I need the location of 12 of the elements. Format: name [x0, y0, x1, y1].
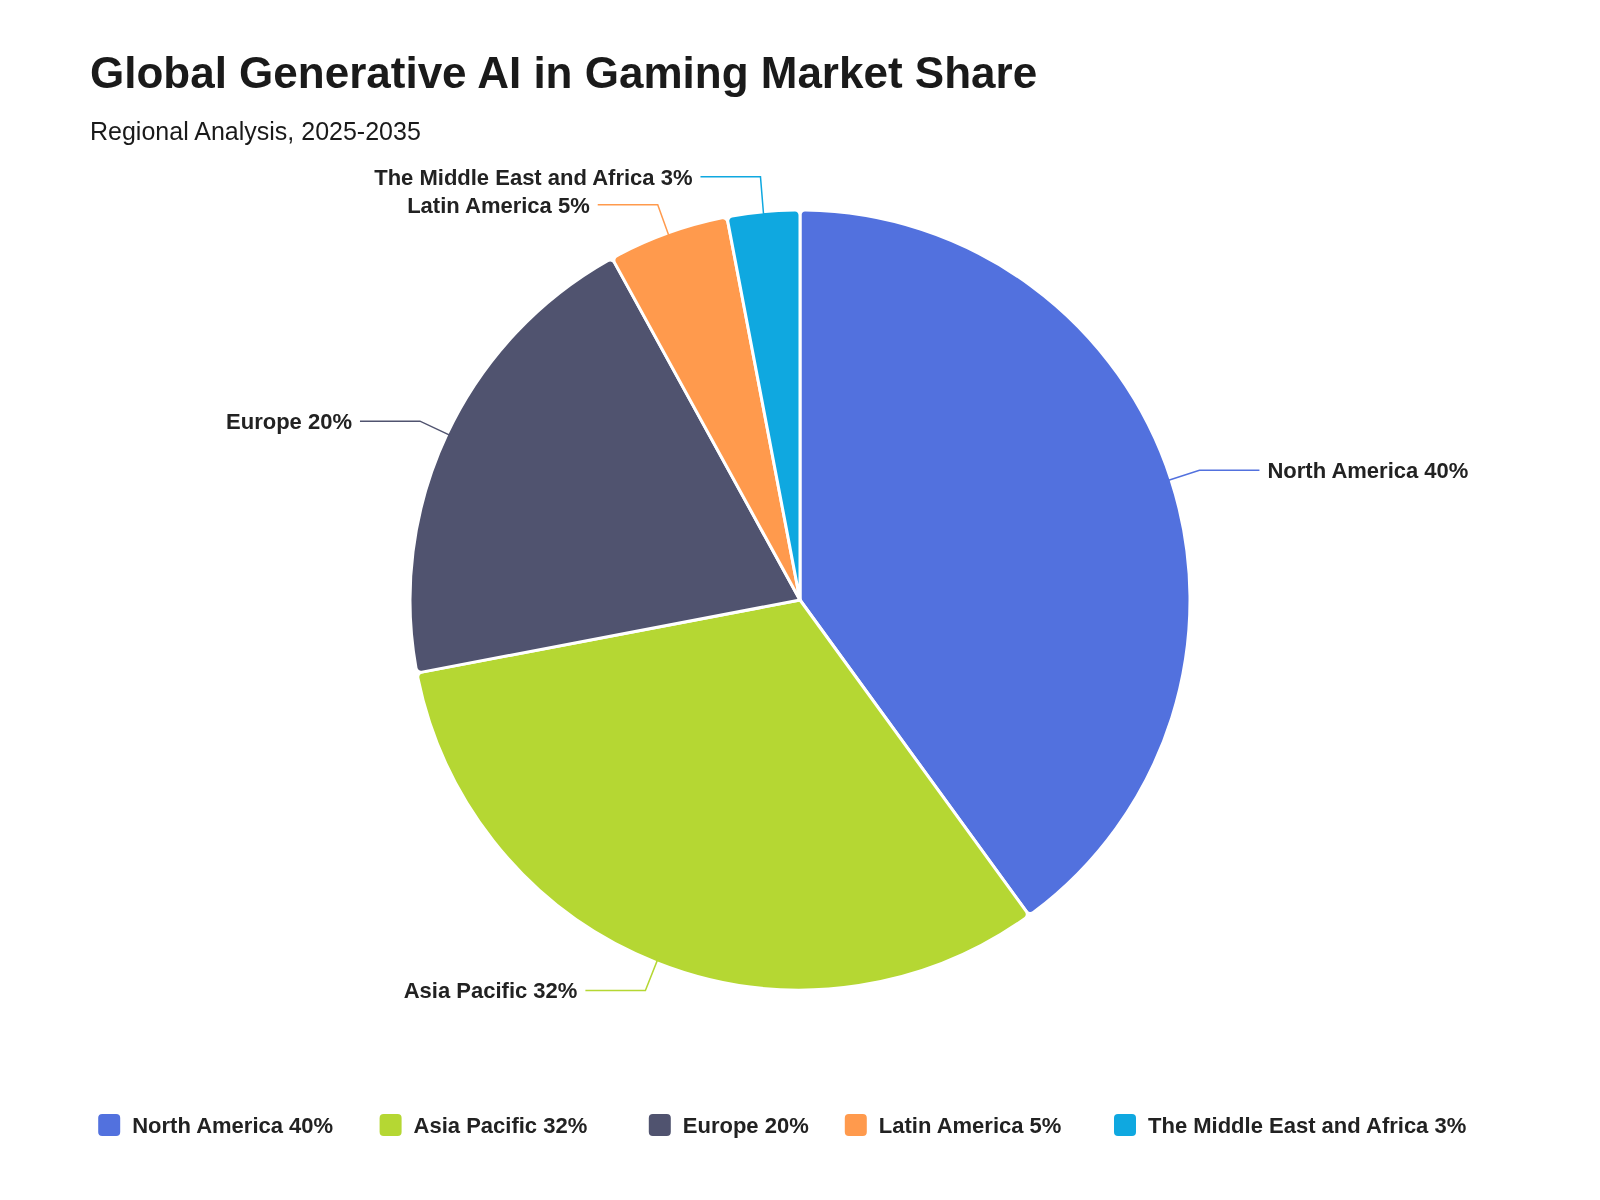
legend-label: Europe 20%	[682, 1112, 809, 1138]
legend-label: Latin America 5%	[878, 1112, 1062, 1138]
slice-label: The Middle East and Africa 3%	[374, 164, 693, 190]
slice-label: Asia Pacific 32%	[403, 978, 578, 1004]
slice-label: North America 40%	[1267, 457, 1469, 483]
chart-subtitle: Regional Analysis, 2025-2035	[90, 117, 421, 145]
slice-label: Latin America 5%	[407, 192, 590, 218]
legend-label: Asia Pacific 32%	[413, 1112, 588, 1138]
chart-title: Global Generative AI in Gaming Market Share	[90, 48, 1038, 97]
legend-label: North America 40%	[132, 1112, 334, 1138]
legend-label: The Middle East and Africa 3%	[1148, 1112, 1467, 1138]
slice-label: Europe 20%	[226, 408, 352, 434]
